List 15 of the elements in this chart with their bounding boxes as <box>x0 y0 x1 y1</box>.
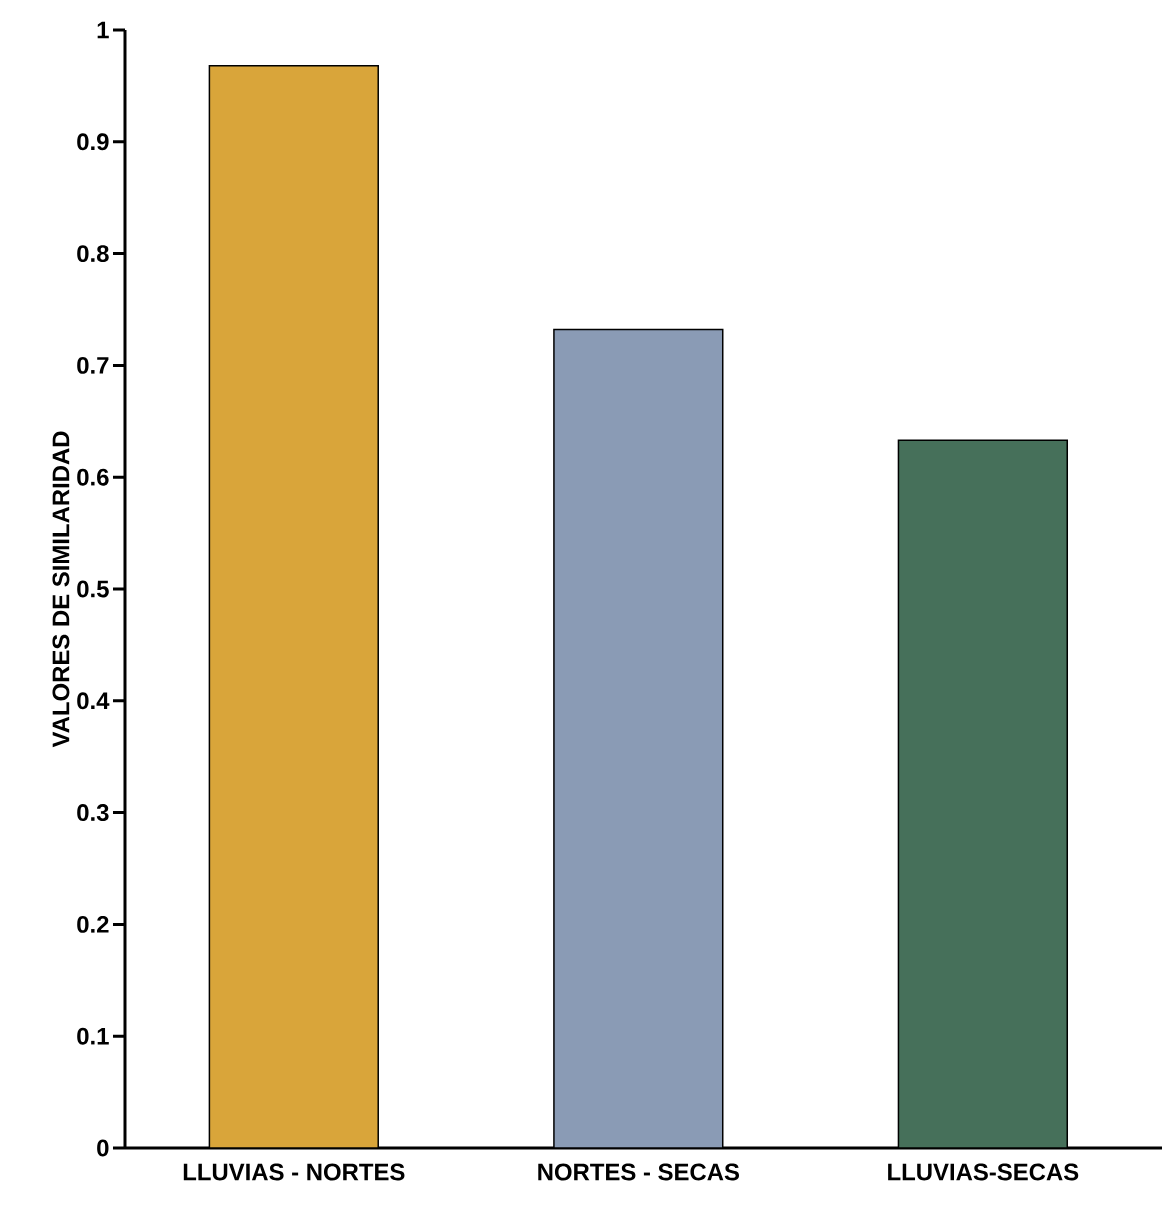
y-tick-label: 0.7 <box>77 356 109 374</box>
x-tick-label: LLUVIAS-SECAS <box>888 1163 1079 1181</box>
y-tick-label: 0.2 <box>77 915 109 933</box>
y-tick-label: 1 <box>97 21 109 39</box>
y-tick-label: 0.6 <box>77 468 109 486</box>
y-tick-label: 0.4 <box>77 692 110 710</box>
y-tick-label: 0.5 <box>77 580 109 598</box>
x-tick-label: LLUVIAS - NORTES <box>183 1163 405 1181</box>
y-tick-label: 0.9 <box>77 133 109 151</box>
y-tick-label: 0 <box>97 1139 109 1157</box>
y-axis-title: VALORES DE SIMILARIDAD <box>52 431 70 748</box>
y-tick-label: 0.8 <box>77 245 109 263</box>
y-tick-label: 0.3 <box>77 804 109 822</box>
x-tick-label: NORTES - SECAS <box>538 1163 740 1181</box>
y-tick-label: 0.1 <box>77 1027 109 1045</box>
